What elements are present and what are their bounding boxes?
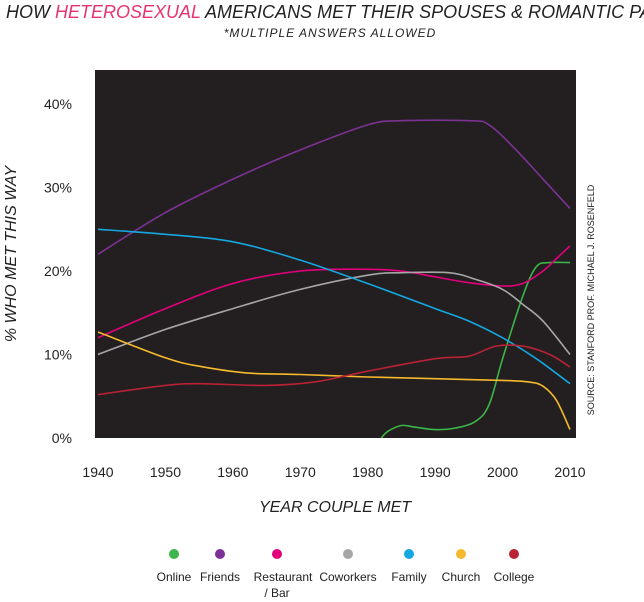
series-layer bbox=[97, 119, 571, 438]
y-tick-labels: 0% 10% 20% 30% 40% bbox=[44, 96, 72, 446]
legend-marker-coworkers bbox=[343, 549, 353, 559]
x-tick-labels: 1940 1950 1960 1970 1980 1990 2000 2010 bbox=[82, 464, 585, 480]
y-tick-label: 20% bbox=[44, 263, 72, 279]
y-axis-title: % WHO MET THIS WAY bbox=[3, 165, 20, 343]
x-tick-label: 1940 bbox=[82, 464, 113, 480]
title-prefix: HOW bbox=[6, 2, 55, 22]
title-highlight: HETEROSEXUAL bbox=[55, 2, 201, 22]
source-note: SOURCE: STANFORD PROF. MICHAEL J. ROSENF… bbox=[586, 184, 596, 415]
legend-marker-family bbox=[404, 549, 414, 559]
legend-label-restaurant-bar: Restaurant / Bar bbox=[254, 570, 313, 600]
x-tick-label: 1980 bbox=[352, 464, 383, 480]
legend-marker-online bbox=[169, 549, 179, 559]
x-tick-label: 2000 bbox=[487, 464, 518, 480]
y-tick-label: 10% bbox=[44, 347, 72, 363]
y-tick-label: 40% bbox=[44, 96, 72, 112]
legend-label-church: Church bbox=[442, 570, 481, 584]
legend-label-family: Family bbox=[391, 570, 426, 584]
legend-label-college: College bbox=[494, 570, 535, 584]
series-line-church bbox=[97, 331, 571, 430]
legend-marker-church bbox=[456, 549, 466, 559]
series-line-coworkers bbox=[97, 271, 571, 356]
x-axis-title: YEAR COUPLE MET bbox=[259, 499, 412, 516]
series-line-online bbox=[380, 261, 571, 438]
series-line-college bbox=[97, 344, 571, 396]
x-tick-label: 1990 bbox=[420, 464, 451, 480]
x-tick-label: 1970 bbox=[285, 464, 316, 480]
chart-title: HOW HETEROSEXUAL AMERICANS MET THEIR SPO… bbox=[6, 2, 644, 22]
plot-area bbox=[95, 70, 576, 438]
series-line-restaurant-bar bbox=[97, 245, 571, 339]
legend-label-friends: Friends bbox=[200, 570, 240, 584]
legend-marker-college bbox=[509, 549, 519, 559]
x-tick-label: 1950 bbox=[150, 464, 181, 480]
x-tick-label: 2010 bbox=[554, 464, 585, 480]
legend-label-coworkers: Coworkers bbox=[319, 570, 376, 584]
y-tick-label: 0% bbox=[52, 430, 72, 446]
chart-subtitle: *MULTIPLE ANSWERS ALLOWED bbox=[224, 26, 437, 40]
title-suffix: AMERICANS MET THEIR SPOUSES & ROMANTIC P… bbox=[201, 2, 644, 22]
legend-label-online: Online bbox=[157, 570, 192, 584]
legend-marker-restaurant-bar bbox=[272, 549, 282, 559]
legend-marker-friends bbox=[215, 549, 225, 559]
legend: Online Friends Restaurant / Bar Coworkers Fam… bbox=[157, 549, 535, 600]
series-line-friends bbox=[97, 119, 571, 255]
y-tick-label: 30% bbox=[44, 180, 72, 196]
x-tick-label: 1960 bbox=[217, 464, 248, 480]
